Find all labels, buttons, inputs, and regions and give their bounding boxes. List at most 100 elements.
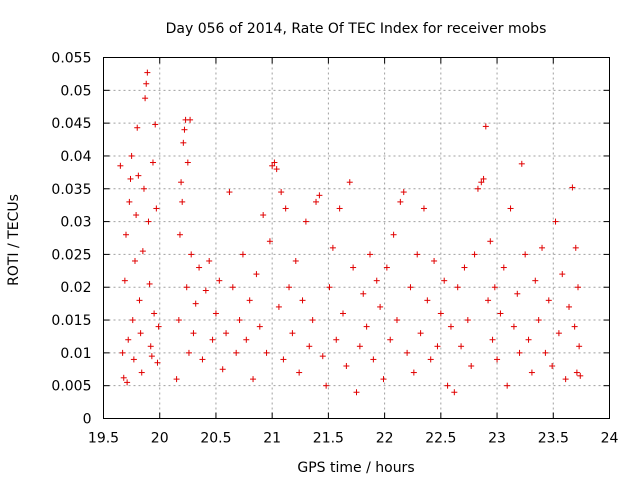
data-point [575,284,582,291]
data-point [353,389,360,396]
data-point [139,248,146,255]
data-point [175,317,182,324]
data-point [181,126,188,133]
data-point [555,330,562,337]
data-point [187,116,194,123]
data-point [383,264,390,271]
data-point [532,277,539,284]
data-point [253,271,260,278]
data-point [377,303,384,310]
data-point [179,198,186,205]
data-point [216,277,223,284]
data-point [299,297,306,304]
data-point [246,297,253,304]
data-point [569,184,576,191]
data-point [326,284,333,291]
data-point [410,369,417,376]
data-point [539,244,546,251]
y-tick-label: 0.04 [60,149,91,165]
data-point [226,189,233,196]
x-tick-label: 21.5 [313,431,344,447]
data-point [434,343,441,350]
data-point [154,359,161,366]
data-point [219,366,226,373]
data-point [173,376,180,383]
data-point [233,349,240,356]
data-point [471,251,478,258]
data-point [333,336,340,343]
y-tick-label: 0.05 [60,83,91,99]
data-point [573,369,580,376]
data-point [128,152,135,159]
data-point [497,310,504,317]
x-tick-label: 20.5 [200,431,231,447]
data-point [280,356,287,363]
plot-frame [103,57,610,419]
data-point [263,349,270,356]
data-point [273,166,280,173]
data-point [136,297,143,304]
data-point [269,162,276,169]
data-point [491,284,498,291]
x-axis-label: GPS time / hours [297,460,414,476]
data-point [124,379,131,386]
y-axis-label: ROTI / TECUs [6,194,22,286]
data-point [504,382,511,389]
x-tick-label: 20 [151,431,169,447]
data-point [212,310,219,317]
data-point [133,212,140,219]
data-point [271,159,278,166]
y-tick-label: 0.01 [60,346,91,362]
data-point [485,297,492,304]
data-point [518,160,525,167]
data-point [131,257,138,264]
data-point [278,189,285,196]
data-point [236,317,243,324]
data-point [126,198,133,205]
data-point [542,349,549,356]
data-point [549,362,556,369]
data-point [260,212,267,219]
data-point [545,297,552,304]
data-point [552,218,559,225]
x-tick-label: 24 [601,431,619,447]
data-point [188,251,195,258]
data-point [144,69,151,76]
data-point [576,343,583,350]
data-point [370,356,377,363]
data-point [363,323,370,330]
data-point [143,80,150,87]
data-point [135,172,142,179]
data-point [223,330,230,337]
x-tick-label: 23 [488,431,506,447]
data-point [424,297,431,304]
data-point [444,382,451,389]
data-point [127,175,134,182]
data-point [343,362,350,369]
data-point [390,231,397,238]
data-point [190,330,197,337]
data-point [340,310,347,317]
y-tick-label: 0.03 [60,215,91,231]
data-point [414,251,421,258]
data-point [151,310,158,317]
data-point [525,336,532,343]
data-point [250,376,257,383]
data-point [346,179,353,186]
data-point [146,280,153,287]
data-point [336,205,343,212]
data-point [356,343,363,350]
data-point [292,257,299,264]
data-point [559,271,566,278]
data-point [454,284,461,291]
data-point [202,287,209,294]
data-point [441,277,448,284]
data-point [147,343,154,350]
x-tick-label: 22 [376,431,394,447]
data-point [229,284,236,291]
data-point [121,277,128,284]
data-point [148,353,155,360]
data-point [145,218,152,225]
data-point [209,336,216,343]
